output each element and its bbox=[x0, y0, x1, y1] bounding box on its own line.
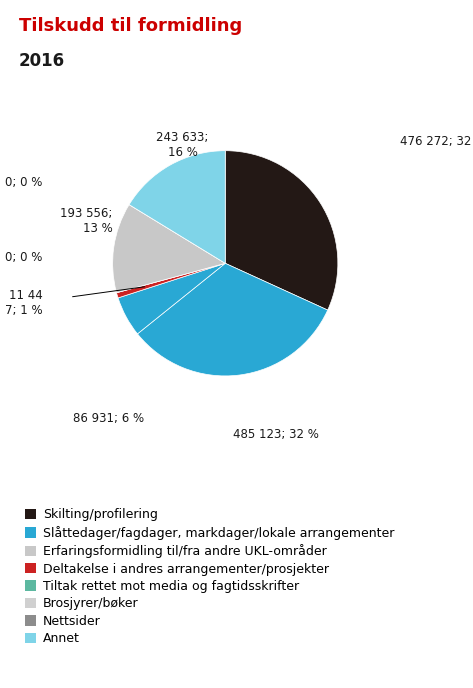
Wedge shape bbox=[129, 204, 225, 264]
Wedge shape bbox=[138, 264, 328, 376]
Text: Tilskudd til formidling: Tilskudd til formidling bbox=[19, 17, 242, 35]
Legend: Skilting/profilering, Slåttedager/fagdager, markdager/lokale arrangementer, Erfa: Skilting/profilering, Slåttedager/fagdag… bbox=[25, 508, 394, 645]
Wedge shape bbox=[129, 151, 225, 264]
Text: 243 633;
16 %: 243 633; 16 % bbox=[156, 131, 209, 159]
Wedge shape bbox=[116, 264, 225, 292]
Wedge shape bbox=[225, 151, 338, 310]
Text: 86 931; 6 %: 86 931; 6 % bbox=[73, 412, 144, 425]
Wedge shape bbox=[113, 204, 225, 292]
Text: 2016: 2016 bbox=[19, 52, 65, 69]
Text: 11 44
7; 1 %: 11 44 7; 1 % bbox=[5, 289, 43, 316]
Text: 0; 0 %: 0; 0 % bbox=[5, 251, 43, 264]
Text: 485 123; 32 %: 485 123; 32 % bbox=[233, 428, 319, 441]
Text: 0; 0 %: 0; 0 % bbox=[5, 175, 43, 189]
Wedge shape bbox=[116, 264, 225, 298]
Text: 476 272; 32 %: 476 272; 32 % bbox=[400, 135, 473, 148]
Text: 193 556;
13 %: 193 556; 13 % bbox=[60, 206, 113, 235]
Wedge shape bbox=[118, 264, 225, 334]
